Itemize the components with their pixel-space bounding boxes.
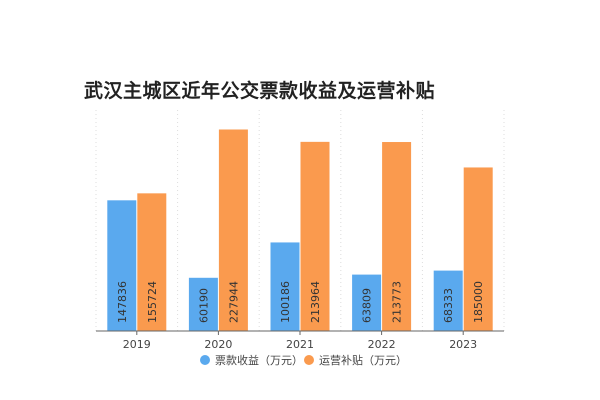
data-label: 213773 xyxy=(391,281,404,323)
data-label: 185000 xyxy=(472,281,485,323)
x-tick-label: 2019 xyxy=(123,338,151,351)
bar-2021-1 xyxy=(300,141,330,331)
chart-title: 武汉主城区近年公交票款收益及运营补贴 xyxy=(84,80,436,102)
bar-2021-0 xyxy=(270,242,300,331)
x-tick-label: 2022 xyxy=(368,338,396,351)
data-label: 147836 xyxy=(116,281,129,323)
bar-2022-0 xyxy=(352,274,382,331)
legend-marker-icon xyxy=(200,355,210,365)
legend-marker-icon xyxy=(304,355,314,365)
data-label: 155724 xyxy=(146,281,159,323)
data-label: 213964 xyxy=(309,281,322,323)
bar-2019-1 xyxy=(137,193,167,331)
legend-item-operating-subsidy[interactable]: 运营补贴（万元） xyxy=(304,352,407,368)
data-label: 100186 xyxy=(279,281,292,323)
data-label: 63809 xyxy=(361,288,374,323)
legend-item-ticket-revenue[interactable]: 票款收益（万元） xyxy=(200,352,303,368)
bar-2019-0 xyxy=(107,200,137,331)
bar-2020-1 xyxy=(218,129,248,331)
bar-2022-1 xyxy=(382,142,412,331)
x-tick-label: 2023 xyxy=(449,338,477,351)
x-tick-label: 2021 xyxy=(286,338,314,351)
x-tick-label: 2020 xyxy=(204,338,232,351)
data-label: 68333 xyxy=(442,288,455,323)
data-label: 227944 xyxy=(227,281,240,323)
legend-label: 运营补贴（万元） xyxy=(319,354,407,367)
legend-label: 票款收益（万元） xyxy=(215,354,303,367)
data-label: 60190 xyxy=(197,288,210,323)
bar-2023-1 xyxy=(463,167,493,331)
bar-2020-0 xyxy=(188,277,218,331)
bar-2023-0 xyxy=(433,270,463,331)
